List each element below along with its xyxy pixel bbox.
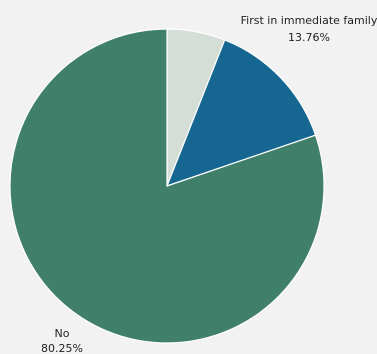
slice-label-first-in-immediate-family: First in immediate family [241, 14, 377, 27]
slice-value-first-in-immediate-family: 13.76% [288, 31, 330, 44]
pie-slices [9, 28, 325, 344]
slice-value-no: 80.25% [41, 342, 83, 354]
pie-slice-first-in-immediate-family [165, 39, 317, 187]
slice-label-no: No [55, 327, 70, 340]
pie-slice-no [9, 28, 325, 344]
